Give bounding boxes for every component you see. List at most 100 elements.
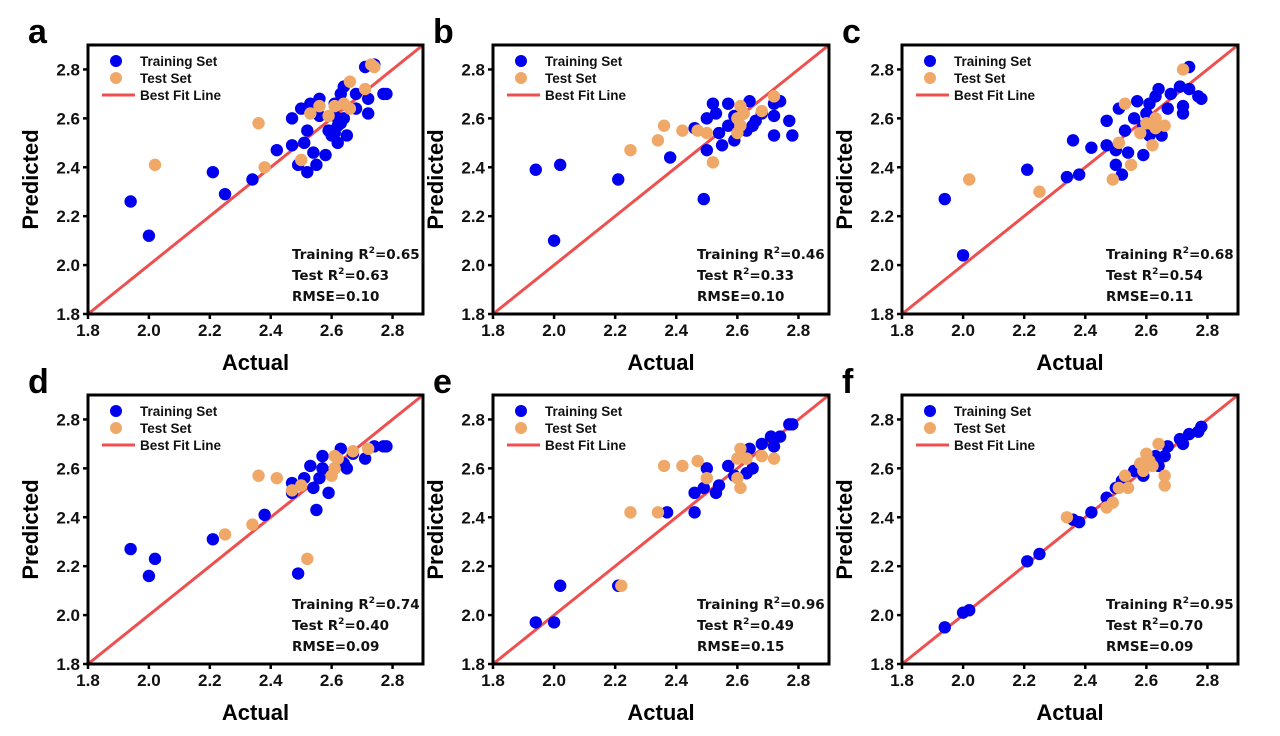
- test-point: [657, 119, 671, 132]
- y-tick-label: 2.6: [56, 459, 80, 478]
- series-test: [148, 58, 381, 174]
- x-tick-label: 2.2: [603, 671, 627, 690]
- training-point: [712, 126, 726, 140]
- training-point: [963, 604, 976, 617]
- test-point: [734, 442, 747, 455]
- test-point: [767, 90, 781, 103]
- training-point: [319, 148, 332, 162]
- stat-line: RMSE=0.09: [292, 639, 379, 655]
- y-tick-label: 2.4: [870, 158, 894, 177]
- y-tick-label: 2.4: [56, 158, 80, 177]
- training-point: [715, 139, 729, 152]
- y-tick-label: 2.6: [870, 459, 894, 478]
- legend-test-marker: [924, 422, 936, 434]
- panel-d: d 1.8 2.0 2.2 2.4 2.6 2.8 1.8 2.0 2.2 2.4 2.6 2.8 Act…: [18, 363, 425, 725]
- test-point: [1158, 469, 1171, 482]
- y-tick-label: 2.6: [461, 109, 485, 128]
- training-point: [938, 192, 951, 206]
- x-tick-label: 2.4: [664, 321, 688, 340]
- legend: Training Set Test Set Best Fit Line: [102, 404, 221, 453]
- training-point: [554, 158, 567, 172]
- stats-annotation: Training R2=0.46 Test R2=0.33 RMSE=0.10: [697, 246, 825, 305]
- training-point: [767, 109, 781, 123]
- x-axis-title: Actual: [222, 350, 289, 375]
- training-point: [767, 440, 781, 453]
- x-tick-label: 2.6: [1135, 671, 1159, 690]
- legend: Training Set Test Set Best Fit Line: [507, 54, 626, 103]
- training-point: [1195, 420, 1208, 433]
- stat-line: RMSE=0.15: [697, 639, 784, 655]
- training-point: [700, 462, 714, 475]
- test-point: [1146, 139, 1159, 152]
- training-point: [291, 567, 305, 580]
- x-axis-title: Actual: [627, 700, 694, 725]
- test-point: [1060, 511, 1074, 524]
- plot-frame: [491, 393, 831, 666]
- plot-frame: [900, 43, 1240, 316]
- training-point: [1152, 82, 1165, 96]
- test-point: [624, 143, 637, 157]
- x-tick-label: 1.8: [481, 321, 505, 340]
- test-point: [737, 107, 750, 120]
- training-point: [307, 481, 320, 495]
- series-training: [938, 60, 1208, 262]
- test-point: [706, 156, 720, 169]
- series-training: [124, 58, 393, 242]
- x-tick-label: 2.0: [137, 321, 161, 340]
- x-tick-label: 2.6: [726, 321, 750, 340]
- panel-label: d: [28, 363, 49, 401]
- y-tick-label: 2.8: [56, 410, 80, 429]
- y-tick-label: 2.8: [870, 410, 894, 429]
- training-point: [361, 92, 375, 106]
- test-point: [343, 75, 357, 88]
- training-point: [322, 486, 335, 500]
- x-tick-label: 2.4: [1073, 671, 1097, 690]
- training-point: [786, 418, 799, 431]
- legend-training-marker: [924, 405, 936, 417]
- test-point: [1121, 481, 1135, 495]
- test-point: [740, 452, 753, 465]
- x-tick-label: 2.6: [726, 671, 750, 690]
- training-point: [783, 114, 796, 128]
- training-point: [1176, 107, 1190, 120]
- series-test: [1060, 437, 1171, 524]
- stat-line: Training R2=0.74: [292, 596, 420, 613]
- legend-test-label: Test Set: [140, 421, 192, 436]
- training-point: [722, 119, 735, 132]
- training-point: [285, 139, 299, 152]
- y-tick-label: 2.2: [461, 557, 485, 576]
- y-tick-label: 2.0: [870, 256, 894, 275]
- legend-training-marker: [110, 405, 122, 417]
- training-point: [310, 158, 323, 172]
- y-tick-label: 2.2: [870, 207, 894, 226]
- y-axis-title: Predicted: [18, 479, 43, 579]
- y-tick-label: 2.2: [870, 557, 894, 576]
- panel-b: b 1.8 2.0 2.2 2.4 2.6 2.8 1.8 2.0 2.2 2.4 2.6 2.8 Act…: [423, 13, 831, 375]
- panel-a: a 1.8 2.0 2.2 2.4 2.6 2.8 1.8 2.0 2.2 2.4 2.6 2.8 Act…: [18, 13, 425, 375]
- training-point: [1164, 87, 1178, 101]
- training-point: [142, 229, 156, 242]
- training-point: [1121, 146, 1135, 159]
- x-tick-label: 2.0: [137, 671, 161, 690]
- test-point: [691, 454, 704, 468]
- y-tick-label: 1.8: [461, 305, 485, 324]
- training-point: [340, 462, 354, 475]
- test-point: [1124, 158, 1138, 172]
- stats-annotation: Training R2=0.68 Test R2=0.54 RMSE=0.11: [1106, 246, 1234, 305]
- training-point: [316, 449, 329, 463]
- test-point: [368, 60, 381, 74]
- legend: Training Set Test Set Best Fit Line: [507, 404, 626, 453]
- y-tick-label: 2.4: [461, 158, 485, 177]
- test-point: [328, 462, 341, 475]
- legend-training-label: Training Set: [545, 404, 623, 419]
- test-point: [1118, 97, 1132, 110]
- test-point: [615, 579, 628, 592]
- training-point: [529, 616, 542, 629]
- x-tick-label: 2.2: [198, 671, 222, 690]
- x-tick-label: 2.6: [320, 671, 344, 690]
- training-point: [1066, 134, 1080, 147]
- training-point: [688, 506, 701, 519]
- x-tick-label: 1.8: [76, 671, 100, 690]
- y-tick-label: 2.4: [461, 508, 485, 527]
